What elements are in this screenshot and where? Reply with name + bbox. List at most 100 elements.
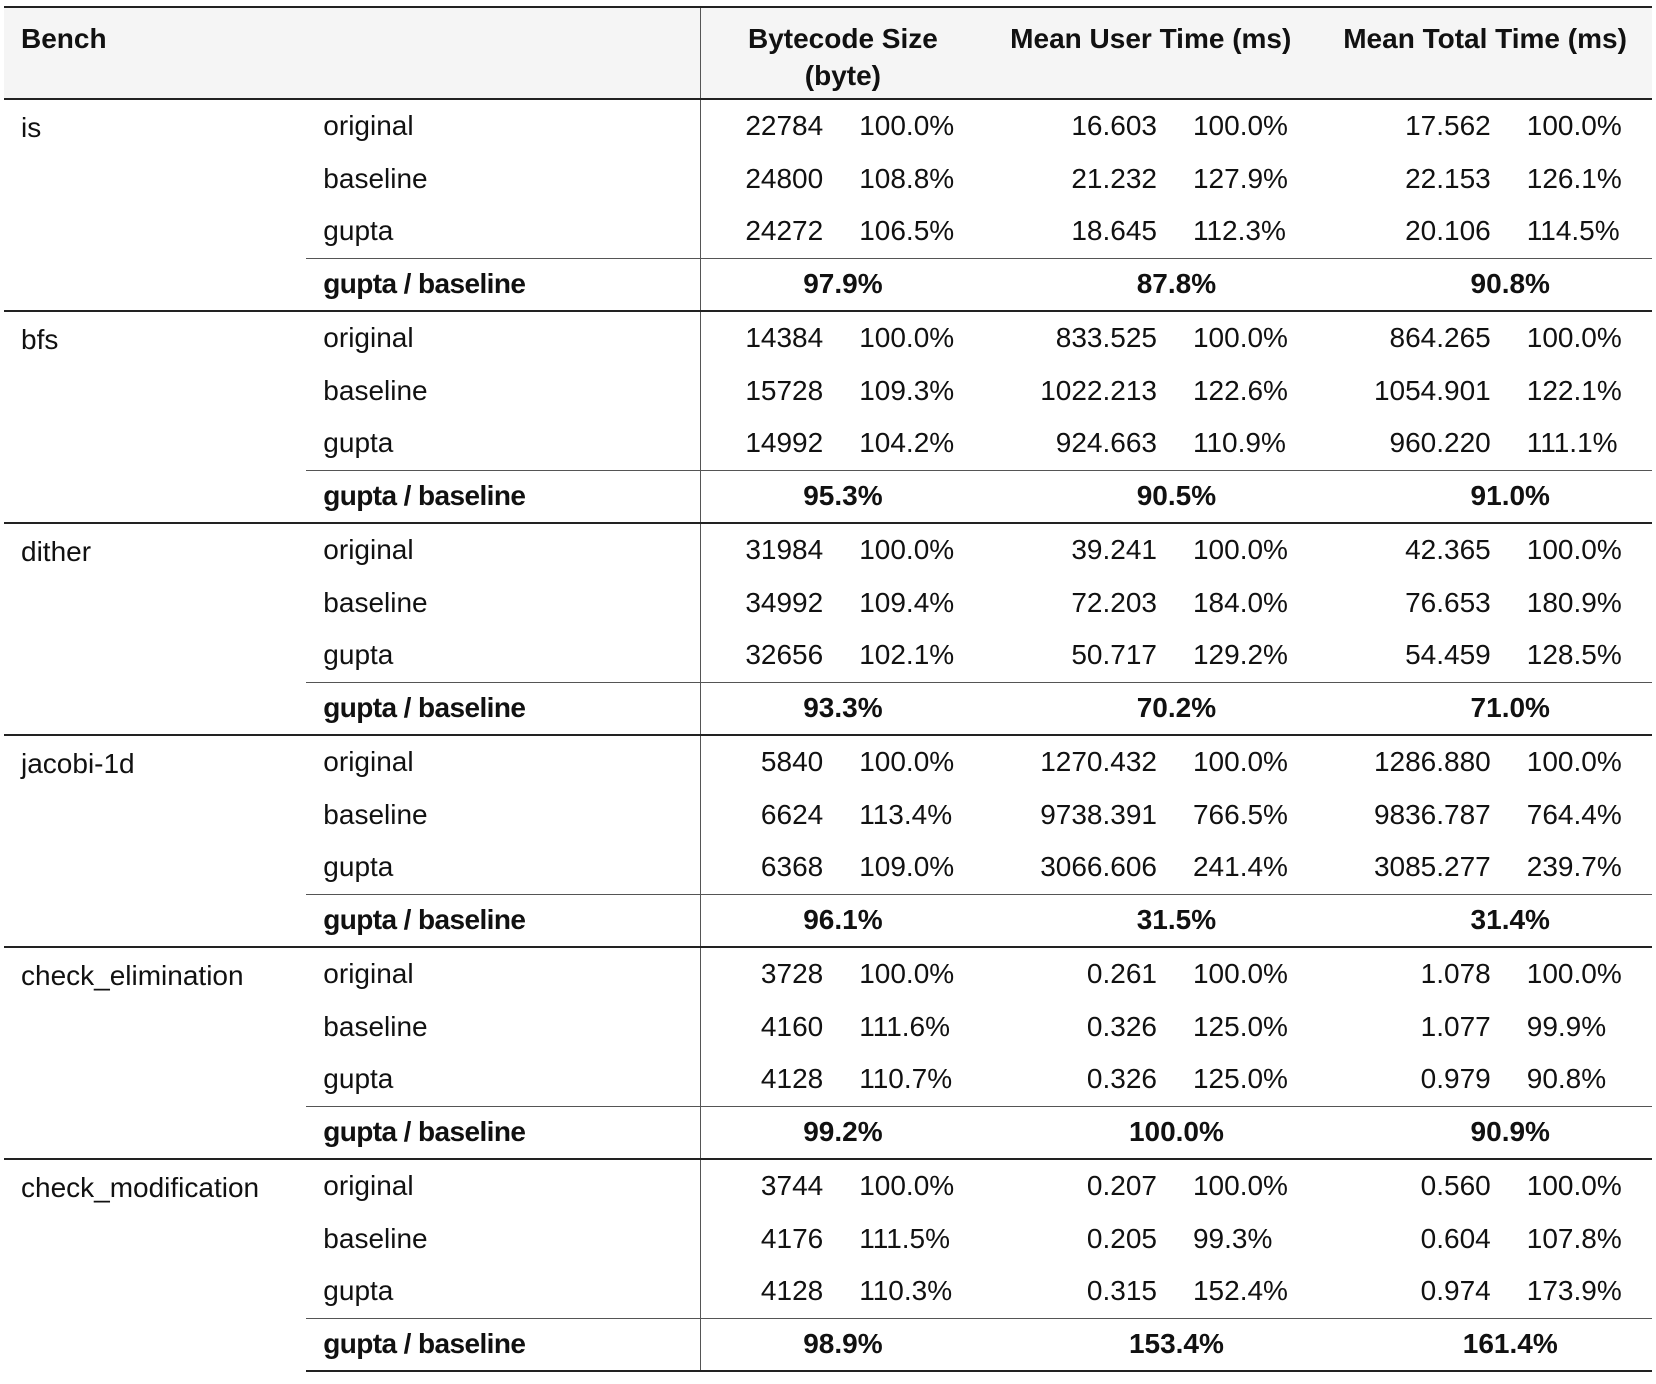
spacer — [984, 841, 1034, 894]
spacer — [984, 469, 1035, 523]
spacer — [984, 257, 1035, 311]
spacer — [984, 629, 1034, 682]
bytecode-size-pct: 106.5% — [859, 215, 955, 247]
spacer — [984, 1000, 1034, 1053]
variant-label: gupta — [323, 427, 394, 459]
mean-total-time-pct: 111.1% — [1526, 427, 1618, 459]
ratio-row: gupta / baseline 95.3% 90.5% 91.0% — [4, 469, 1652, 523]
mean-total-time-pct: 107.8% — [1526, 1222, 1622, 1254]
bench-name: check_elimination — [21, 960, 244, 991]
mean-total-time-pct: 114.5% — [1526, 215, 1620, 247]
mean-total-time-ratio: 90.8% — [1368, 257, 1652, 311]
bytecode-size-pct: 109.4% — [859, 586, 955, 618]
variant-label: baseline — [323, 798, 428, 830]
spacer — [984, 1159, 1034, 1212]
mean-user-time-value: 1270.432 — [1040, 746, 1157, 777]
mean-user-time-value: 39.241 — [1071, 534, 1157, 565]
mean-total-time-ratio: 71.0% — [1368, 681, 1652, 735]
bytecode-size-value: 14992 — [700, 417, 834, 470]
spacer — [1318, 1000, 1368, 1053]
bytecode-size-value: 3744 — [700, 1159, 834, 1212]
mean-user-time-value: 0.315 — [1086, 1275, 1157, 1307]
mean-user-time-ratio: 153.4% — [1034, 1317, 1319, 1372]
spacer — [1318, 311, 1368, 364]
mean-user-time-ratio: 31.5% — [1034, 893, 1319, 947]
mean-total-time-value: 42.365 — [1405, 534, 1491, 565]
spacer — [1318, 735, 1368, 788]
mean-user-time-ratio: 100.0% — [1034, 1105, 1319, 1159]
spacer — [984, 576, 1034, 629]
bytecode-size-pct: 104.2% — [859, 427, 955, 459]
bytecode-size-pct: 100.0% — [859, 958, 955, 989]
mean-user-time-pct: 100.0% — [1192, 1170, 1288, 1201]
bytecode-size-ratio: 98.9% — [700, 1317, 985, 1372]
bytecode-size-value: 5840 — [700, 735, 834, 788]
mean-user-time-value: 0.207 — [1086, 1170, 1157, 1201]
bench-group: check_elimination original 3728 100.0% 0.261… — [4, 947, 1652, 1159]
benchmark-results-table: Bench Bytecode Size (byte) Mean User Tim… — [4, 6, 1652, 1372]
ratio-label: gupta / baseline — [306, 1317, 701, 1372]
bench-group: check_modification original 3744 100.0% 0.20… — [4, 1159, 1652, 1372]
mean-user-time-ratio: 90.5% — [1034, 469, 1319, 523]
bytecode-size-pct: 108.8% — [859, 162, 955, 194]
mean-total-time-value: 17.562 — [1405, 110, 1491, 141]
bench-name: dither — [21, 536, 92, 567]
mean-total-time-value: 76.653 — [1405, 586, 1491, 618]
mean-total-time-pct: 90.8% — [1526, 1063, 1607, 1095]
bytecode-size-value: 32656 — [700, 629, 834, 682]
bench-column-header: Bench — [4, 6, 701, 100]
bench-name: bfs — [21, 324, 59, 355]
mean-total-time-pct: 100.0% — [1526, 958, 1622, 989]
mean-user-time-value: 50.717 — [1071, 639, 1157, 671]
table-row: baseline 6624 113.4% 9738.391 766.5% 9836.787… — [4, 788, 1652, 841]
mean-total-time-value: 1.077 — [1420, 1010, 1491, 1042]
mean-user-time-pct: 100.0% — [1192, 534, 1288, 565]
spacer — [1318, 893, 1369, 947]
table-row: baseline 15728 109.3% 1022.213 122.6% 1054.90… — [4, 364, 1652, 417]
results-table-container: Bench Bytecode Size (byte) Mean User Tim… — [4, 6, 1652, 1372]
bytecode-size-value: 34992 — [700, 576, 834, 629]
table-row: check_elimination original 3728 100.0% 0.261… — [4, 947, 1652, 1000]
mean-user-time-value: 21.232 — [1071, 162, 1157, 194]
mean-total-time-ratio: 91.0% — [1368, 469, 1652, 523]
spacer — [1318, 257, 1369, 311]
table-row: gupta 4128 110.7% 0.326 125.0% 0.979 90.8% — [4, 1053, 1652, 1106]
mean-user-time-pct: 100.0% — [1192, 110, 1288, 141]
spacer — [984, 99, 1034, 152]
spacer — [984, 523, 1034, 576]
bytecode-size-value: 14384 — [700, 311, 834, 364]
mean-total-time-ratio: 161.4% — [1368, 1317, 1652, 1372]
mean-user-time-value: 833.525 — [1055, 322, 1157, 353]
variant-label: original — [323, 958, 414, 989]
bytecode-size-ratio: 93.3% — [700, 681, 985, 735]
bench-name: is — [21, 112, 42, 143]
mean-user-time-header: Mean User Time (ms) — [984, 6, 1319, 100]
spacer — [1318, 523, 1368, 576]
ratio-row: gupta / baseline 98.9% 153.4% 161.4% — [4, 1317, 1652, 1372]
spacer — [1318, 1265, 1368, 1318]
bytecode-size-pct: 111.6% — [859, 1010, 951, 1042]
spacer — [984, 1053, 1034, 1106]
spacer — [1318, 364, 1368, 417]
mean-total-time-ratio: 31.4% — [1368, 893, 1652, 947]
spacer — [984, 417, 1034, 470]
spacer — [1318, 99, 1368, 152]
mean-user-time-value: 0.205 — [1086, 1222, 1157, 1254]
spacer — [984, 1105, 1035, 1159]
bench-group: is original 22784 100.0% 16.603 100.0% 17.562 1… — [4, 99, 1652, 311]
mean-user-time-pct: 122.6% — [1192, 374, 1288, 406]
spacer — [984, 1317, 1035, 1372]
mean-user-time-value: 0.326 — [1086, 1010, 1157, 1042]
mean-user-time-pct: 241.4% — [1192, 851, 1288, 883]
mean-user-time-value: 1022.213 — [1040, 374, 1157, 406]
bench-name: check_modification — [21, 1172, 260, 1203]
table-row: baseline 4160 111.6% 0.326 125.0% 1.077 99.9% — [4, 1000, 1652, 1053]
mean-user-time-pct: 766.5% — [1192, 798, 1288, 830]
mean-total-time-value: 960.220 — [1389, 427, 1491, 459]
spacer — [984, 311, 1034, 364]
mean-total-time-value: 0.560 — [1420, 1170, 1491, 1201]
spacer — [1318, 576, 1368, 629]
spacer — [1318, 629, 1368, 682]
bytecode-size-value: 15728 — [700, 364, 834, 417]
mean-user-time-pct: 110.9% — [1192, 427, 1286, 459]
